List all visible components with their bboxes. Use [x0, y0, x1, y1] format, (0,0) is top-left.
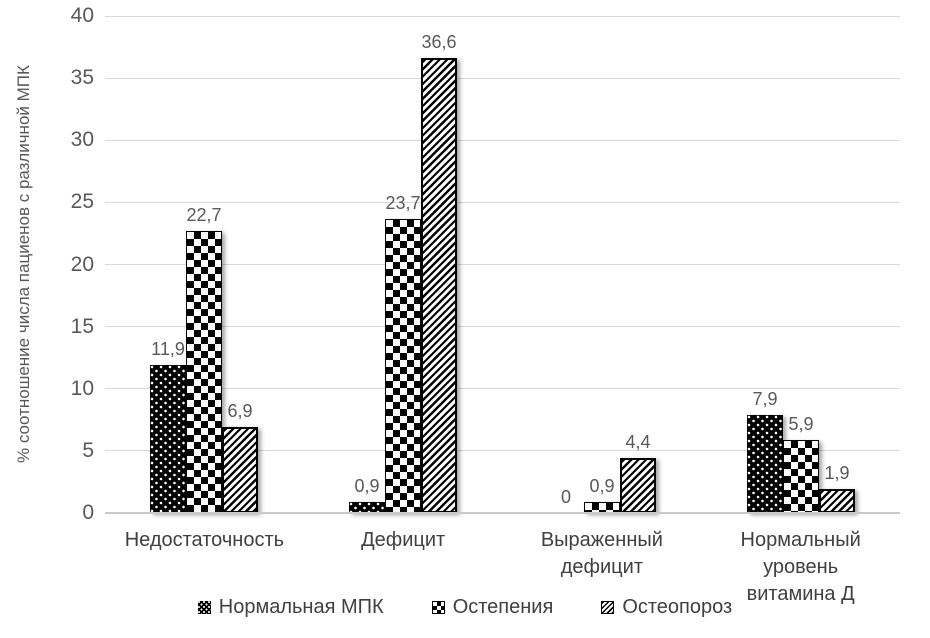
y-tick-label: 15: [70, 314, 94, 338]
bar: [421, 58, 457, 513]
legend-item: Остепения: [431, 596, 554, 619]
bar: [385, 219, 421, 513]
y-tick-label: 20: [70, 252, 94, 276]
y-tick-label: 40: [70, 4, 94, 27]
data-label: 0,9: [589, 476, 615, 496]
legend-label: Остеопороз: [622, 596, 733, 618]
legend-item: Остеопороз: [601, 596, 732, 619]
legend-swatch-icon: [601, 601, 615, 614]
data-label: 22,7: [186, 205, 222, 225]
y-tick-label: 10: [70, 376, 94, 400]
y-tick-label: 5: [82, 438, 94, 462]
x-axis-line: [105, 512, 900, 514]
data-label: 11,9: [151, 339, 185, 359]
data-label: 6,9: [227, 401, 253, 421]
category-label: Выраженный дефицит: [540, 529, 663, 578]
gridline: [105, 450, 900, 452]
bar: [222, 427, 258, 513]
legend-swatch-icon: [431, 601, 445, 614]
data-label: 4,4: [625, 432, 651, 452]
data-label: 0,9: [354, 476, 380, 496]
bar: [819, 489, 855, 513]
legend-label: Остепения: [452, 596, 554, 618]
gridline: [105, 77, 900, 79]
gridline: [105, 388, 900, 390]
legend-item: Нормальная МПК: [197, 596, 384, 619]
legend-label: Нормальная МПК: [218, 596, 384, 618]
data-label: 7,9: [752, 389, 778, 409]
gridline: [105, 139, 900, 141]
data-label: 36,6: [421, 32, 457, 52]
gridline: [105, 201, 900, 203]
data-label: 0: [560, 487, 571, 507]
legend: Нормальная МПК Остепения Остеопороз: [0, 596, 930, 619]
bar: [620, 458, 656, 513]
plot-area: 11,9 22,7 6,9 0,9 23,7 36,6 0 0,9 4,4 7,9 5,9 1,9: [105, 15, 900, 514]
category-label: Дефицит: [361, 529, 446, 551]
bar: [783, 440, 819, 513]
data-label: 1,9: [824, 463, 850, 483]
y-tick-label: 0: [82, 501, 94, 524]
bar: [349, 502, 385, 513]
gridline: [105, 326, 900, 328]
gridline: [105, 15, 900, 17]
y-tick-label: 30: [70, 128, 94, 152]
bar: [150, 365, 186, 513]
bar: [747, 415, 783, 513]
category-label: Недостаточность: [124, 529, 285, 551]
gridline: [105, 264, 900, 265]
category-label: Нормальный уровень витамина Д: [740, 529, 861, 605]
legend-swatch-icon: [197, 601, 211, 614]
y-tick-label: 25: [70, 190, 94, 214]
bar: [186, 231, 222, 513]
data-label: 5,9: [788, 414, 814, 434]
data-label: 23,7: [385, 193, 421, 213]
y-tick-label: 35: [70, 66, 94, 90]
